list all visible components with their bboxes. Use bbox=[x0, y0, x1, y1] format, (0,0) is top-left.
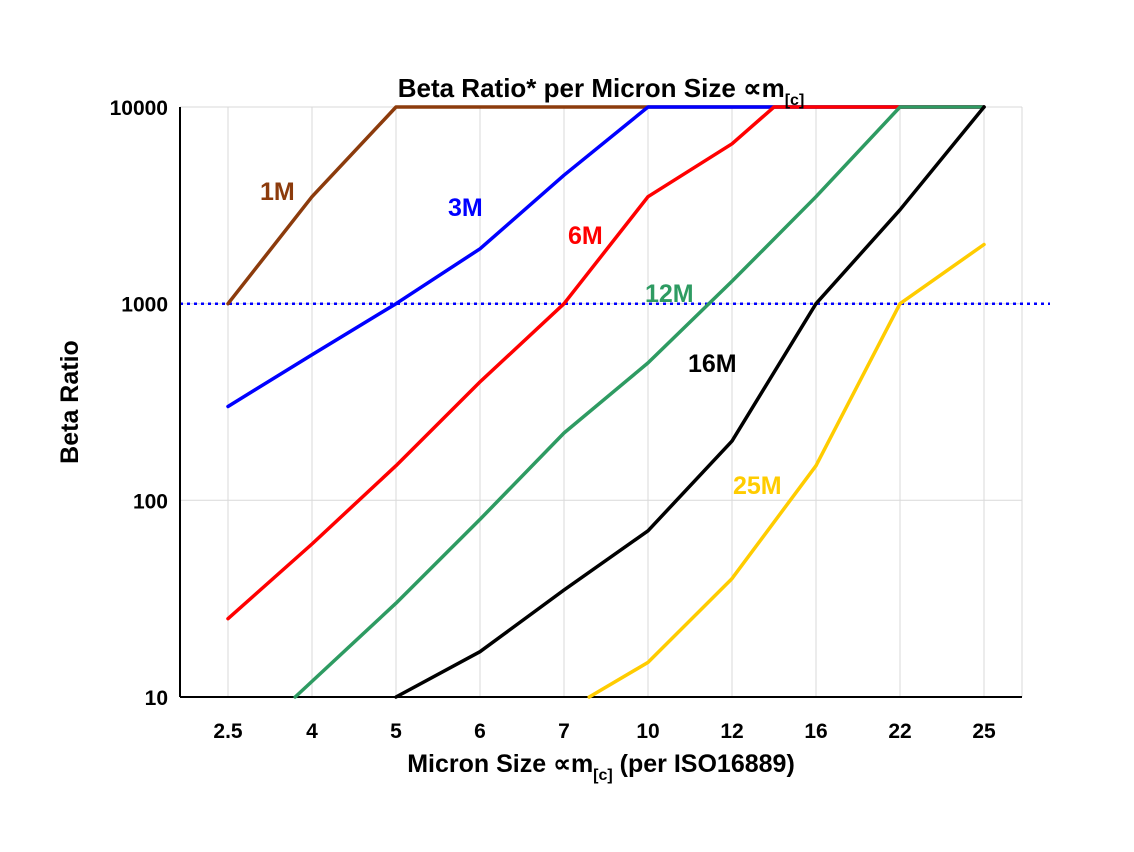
plot-area: 1M 3M 6M 12M 16M 25M 10000 1000 100 10 2.5 4 5 6 7 10 12… bbox=[110, 97, 1050, 743]
series-label-3M: 3M bbox=[448, 194, 483, 222]
x-tick-label: 4 bbox=[306, 720, 318, 743]
series-label-6M: 6M bbox=[568, 222, 603, 250]
series-line-3M bbox=[226, 105, 986, 409]
x-tick-label: 7 bbox=[558, 720, 570, 743]
series-label-1M: 1M bbox=[260, 178, 295, 206]
series-label-25M: 25M bbox=[733, 472, 782, 500]
series-line-6M bbox=[226, 105, 986, 621]
series-line-16M bbox=[394, 105, 986, 699]
y-axis-label: Beta Ratio bbox=[56, 340, 84, 464]
y-tick-label: 10 bbox=[145, 687, 168, 710]
series-label-16M: 16M bbox=[688, 350, 737, 378]
series-line-12M bbox=[293, 105, 986, 699]
y-tick-label: 100 bbox=[133, 490, 168, 513]
series-label-12M: 12M bbox=[645, 280, 694, 308]
x-tick-label: 25 bbox=[972, 720, 996, 743]
chart-title: Beta Ratio* per Micron Size ∝m[c] bbox=[398, 73, 805, 109]
x-tick-label: 12 bbox=[720, 720, 743, 743]
x-tick-label: 16 bbox=[804, 720, 827, 743]
x-tick-label: 5 bbox=[390, 720, 402, 743]
y-tick-label: 1000 bbox=[121, 294, 168, 317]
y-tick-label: 10000 bbox=[110, 97, 168, 120]
x-tick-label: 22 bbox=[888, 720, 911, 743]
x-axis-label: Micron Size ∝m[c] (per ISO16889) bbox=[407, 750, 795, 784]
x-tick-label: 6 bbox=[474, 720, 486, 743]
x-tick-label: 10 bbox=[636, 720, 659, 743]
x-tick-label: 2.5 bbox=[213, 720, 243, 743]
series-line-25M bbox=[587, 242, 986, 699]
